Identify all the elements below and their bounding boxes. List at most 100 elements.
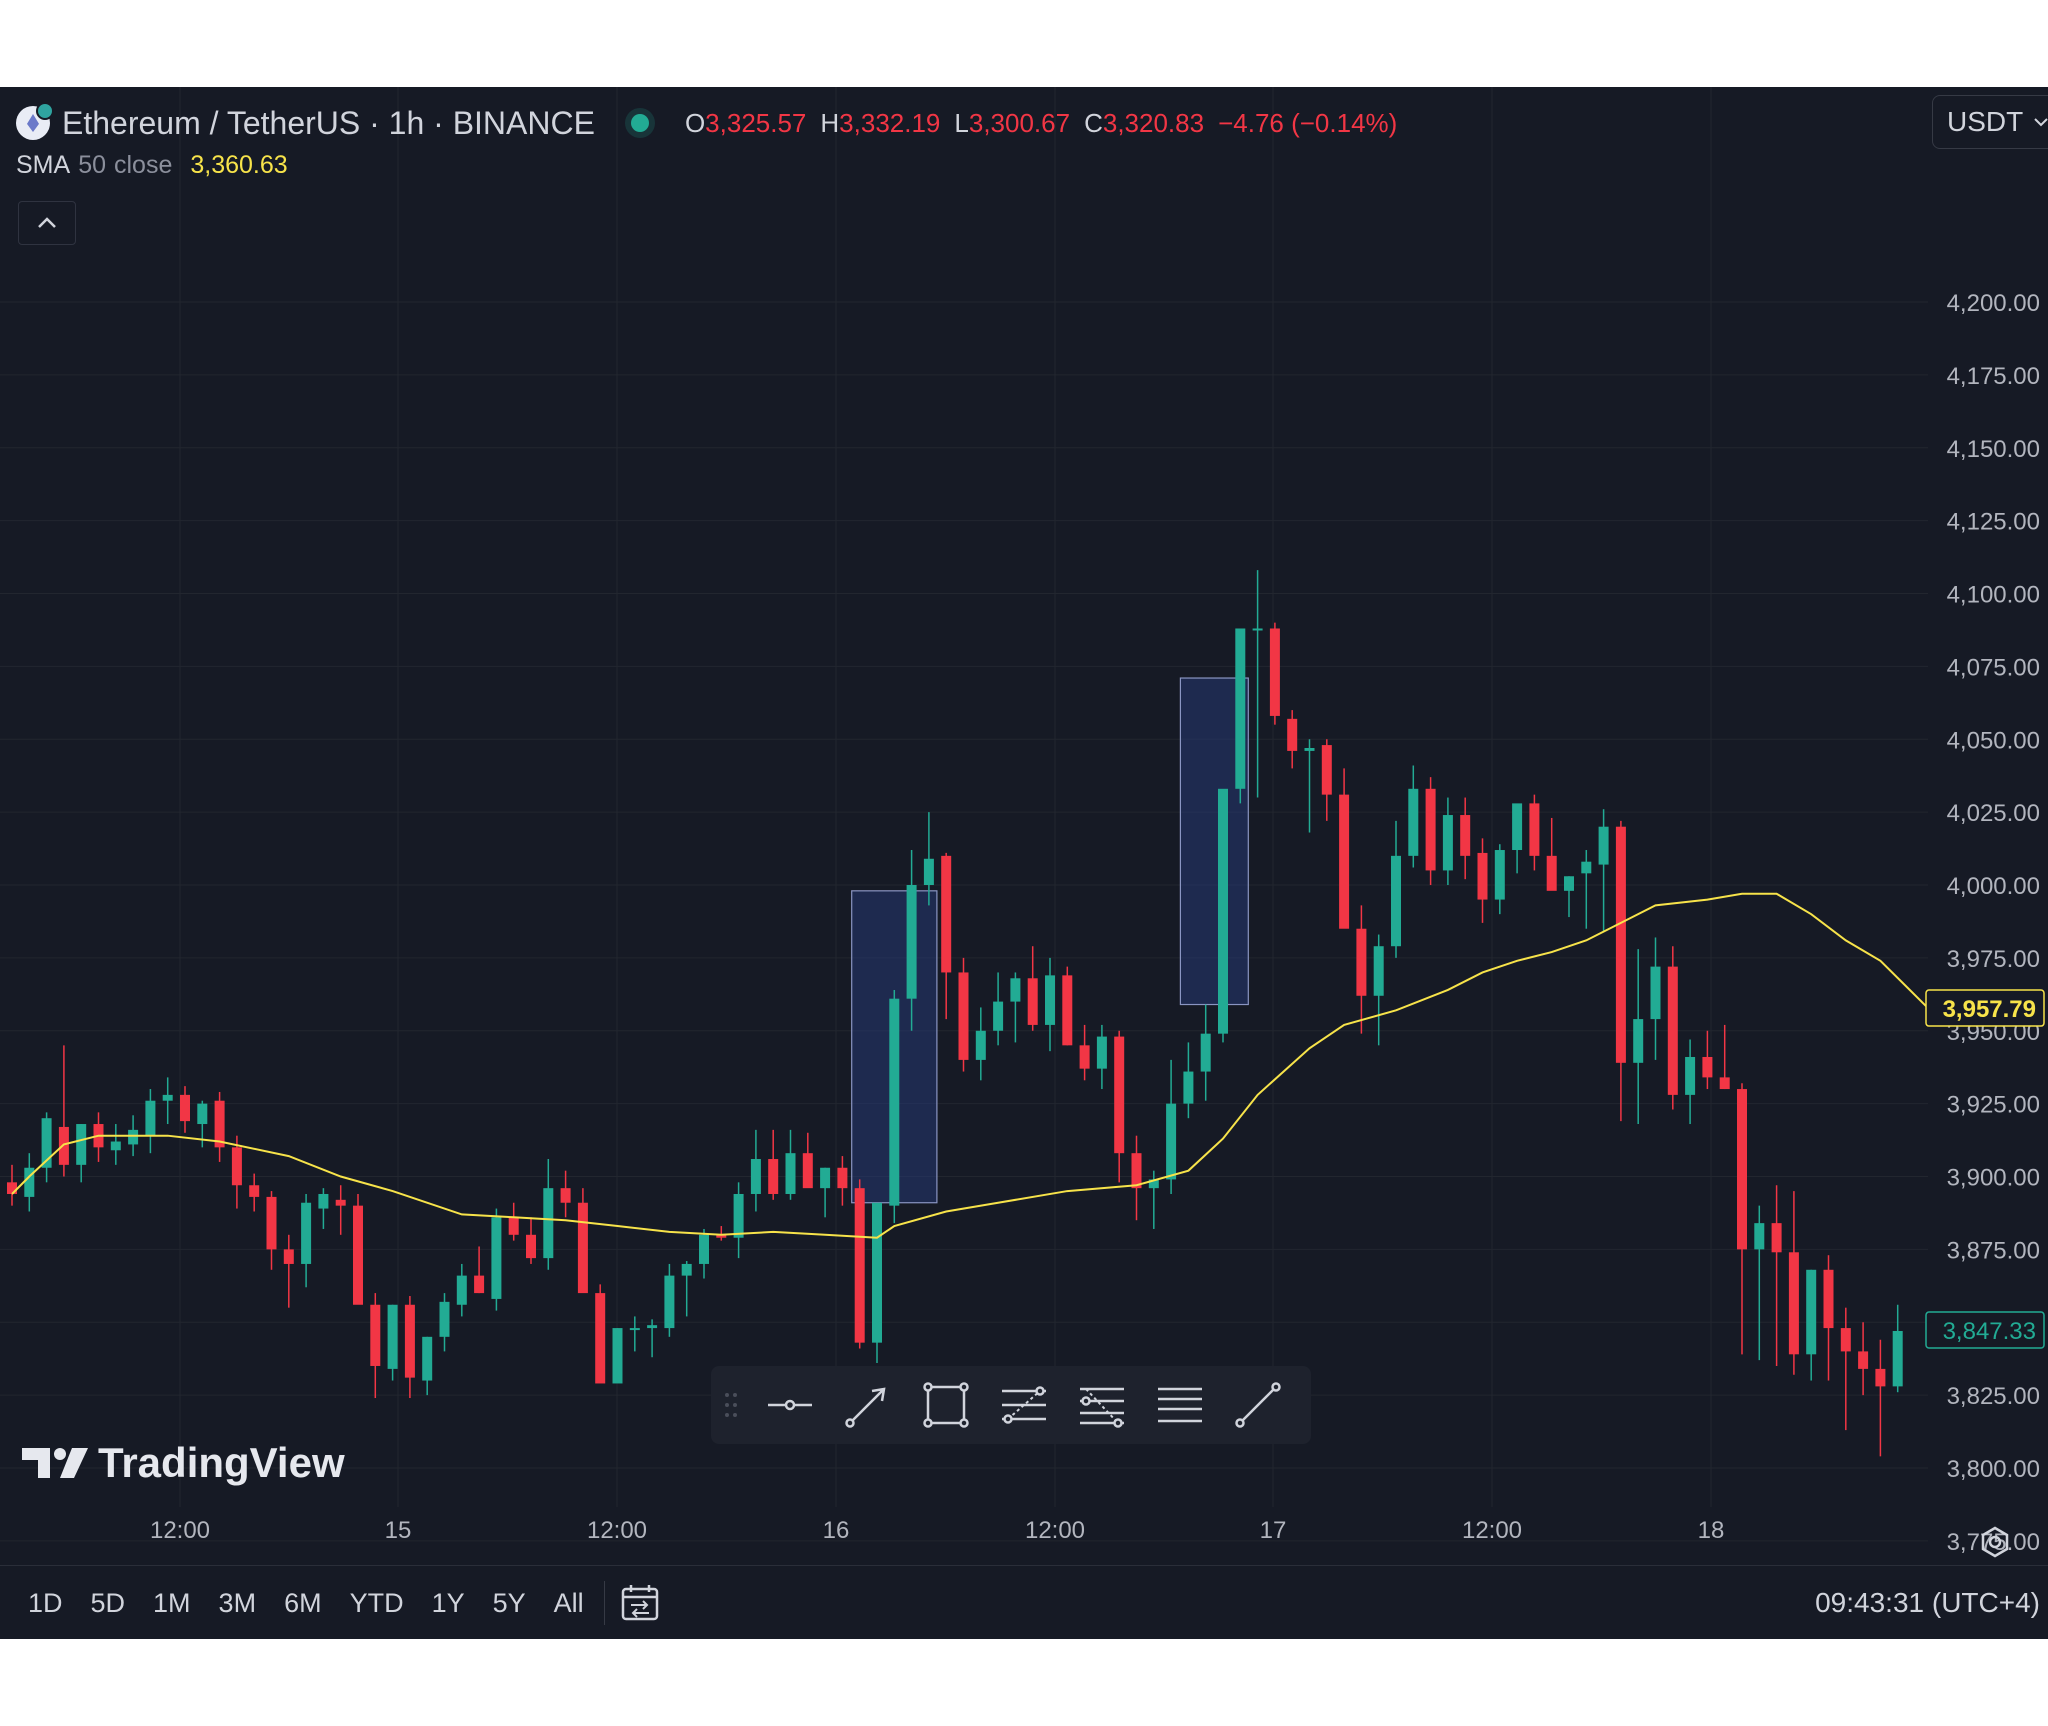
candle-down — [1546, 855, 1557, 891]
drag-handle-icon[interactable] — [711, 1366, 751, 1444]
gear-icon[interactable] — [1978, 1525, 2012, 1559]
candle-down — [1460, 815, 1471, 856]
candle-up — [647, 1325, 658, 1329]
sma-price-label — [1925, 989, 2045, 1027]
candle-down — [1027, 978, 1038, 1025]
candle-up — [456, 1275, 467, 1305]
candle-up — [1650, 966, 1661, 1020]
parallel-lines-icon[interactable] — [1141, 1366, 1219, 1444]
calendar-goto-icon[interactable] — [619, 1581, 663, 1625]
horizontal-ray-icon[interactable] — [751, 1366, 829, 1444]
last-price-label — [1925, 1311, 2045, 1349]
period-5d[interactable]: 5D — [90, 1587, 126, 1618]
candle-up — [439, 1301, 450, 1337]
time-axis-label: 16 — [823, 1517, 850, 1544]
candle-down — [768, 1159, 779, 1194]
candle-down — [283, 1249, 294, 1264]
drawing-toolbar — [711, 1366, 1311, 1444]
candle-down — [802, 1153, 813, 1189]
indicator-source: close — [114, 151, 173, 179]
candle-down — [1321, 745, 1332, 795]
candle-down — [1356, 928, 1367, 996]
candle-up — [1564, 876, 1574, 891]
candle-up — [1391, 855, 1401, 947]
candle-up — [387, 1304, 398, 1369]
candle-down — [1702, 1056, 1713, 1078]
candle-up — [1754, 1223, 1765, 1250]
time-axis-label: 17 — [1260, 1517, 1287, 1544]
sma-line — [11, 892, 1929, 1239]
candle-up — [785, 1153, 796, 1194]
tradingview-logo[interactable]: TradingView — [22, 1439, 345, 1487]
period-6m[interactable]: 6M — [284, 1587, 322, 1618]
toolbar-divider — [603, 1581, 605, 1625]
candle-down — [249, 1185, 260, 1197]
candle-down — [214, 1100, 225, 1148]
time-axis-label: 15 — [385, 1517, 412, 1544]
candle-up — [1304, 747, 1315, 751]
period-3m[interactable]: 3M — [218, 1587, 257, 1618]
symbol-header[interactable]: Ethereum / TetherUS · 1h · BINANCE O3,32… — [16, 101, 1397, 145]
period-1m[interactable]: 1M — [153, 1587, 191, 1618]
rectangle-icon[interactable] — [907, 1366, 985, 1444]
candle-down — [1287, 718, 1298, 751]
open-value: 3,325.57 — [705, 107, 807, 138]
currency-selector[interactable]: USDT — [1932, 95, 2048, 149]
chart-window: 4,200.00 4,175.00 4,150.00 4,125.00 4,100.00… — [0, 87, 2048, 1639]
fib-extension-icon[interactable] — [1063, 1366, 1141, 1444]
change-value: −4.76 (−0.14%) — [1218, 107, 1398, 138]
time-axis-label: 12:00 — [587, 1517, 647, 1544]
low-value: 3,300.67 — [968, 107, 1071, 138]
candle-up — [681, 1263, 692, 1276]
price-axis-label: 4,075.00 — [1947, 654, 2040, 681]
symbol-title[interactable]: Ethereum / TetherUS · 1h · BINANCE — [62, 104, 595, 141]
close-label: C — [1084, 107, 1103, 138]
candle-up — [923, 858, 934, 885]
price-axis-label: 3,800.00 — [1947, 1456, 2040, 1483]
candle-up — [1892, 1330, 1903, 1387]
candle-down — [1875, 1368, 1886, 1387]
price-axis-label: 3,775.00 — [1947, 1529, 2040, 1556]
price-axis-label: 3,875.00 — [1947, 1237, 2040, 1264]
candle-down — [404, 1304, 415, 1378]
open-label: O — [684, 107, 706, 138]
arrow-icon[interactable] — [829, 1366, 907, 1444]
candle-up — [491, 1217, 502, 1299]
fib-retracement-icon[interactable] — [985, 1366, 1063, 1444]
candle-down — [595, 1293, 606, 1384]
period-5y[interactable]: 5Y — [492, 1587, 526, 1618]
price-axis-label: 4,050.00 — [1947, 727, 2040, 754]
candle-up — [975, 1030, 986, 1060]
candle-down — [941, 855, 952, 973]
candle-up — [1218, 788, 1228, 1034]
candle-down — [1788, 1252, 1799, 1355]
indicator-legend[interactable]: SMA 50 close 3,360.63 — [16, 151, 288, 180]
candle-up — [1494, 850, 1505, 900]
candle-down — [1858, 1351, 1869, 1369]
price-axis-label: 4,150.00 — [1947, 436, 2040, 463]
trend-line-icon[interactable] — [1219, 1366, 1297, 1444]
candle-up — [1512, 803, 1523, 851]
period-1d[interactable]: 1D — [28, 1587, 63, 1618]
candle-down — [1062, 975, 1073, 1046]
candle-down — [1737, 1089, 1747, 1250]
candle-down — [353, 1205, 363, 1305]
candle-up — [820, 1167, 831, 1189]
candle-down — [1477, 852, 1488, 900]
price-axis-label: 3,825.00 — [1947, 1383, 2040, 1410]
candle-up — [1010, 978, 1021, 1002]
period-all[interactable]: All — [553, 1587, 584, 1618]
candle-down — [1615, 826, 1626, 1063]
clock[interactable]: 09:43:31 (UTC+4) — [1815, 1587, 2040, 1618]
indicator-name: SMA — [16, 151, 71, 179]
candle-down — [526, 1234, 536, 1259]
period-1y[interactable]: 1Y — [431, 1587, 465, 1618]
candle-down — [335, 1199, 346, 1206]
candle-down — [716, 1234, 727, 1238]
candle-down — [1771, 1223, 1782, 1253]
period-ytd[interactable]: YTD — [349, 1587, 404, 1618]
candle-down — [231, 1147, 242, 1186]
collapse-legend-button[interactable] — [18, 201, 76, 245]
price-chart[interactable]: 4,200.00 4,175.00 4,150.00 4,125.00 4,100.00… — [0, 87, 2048, 1565]
candle-up — [1442, 815, 1453, 871]
